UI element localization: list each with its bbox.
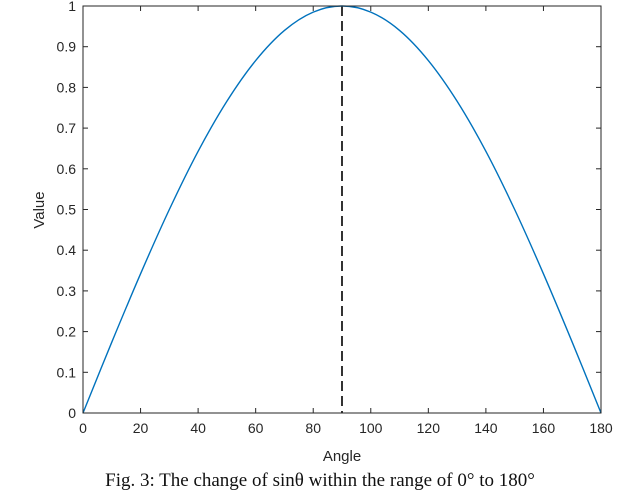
y-tick-label: 0.9 (57, 39, 77, 55)
x-tick-label: 120 (417, 420, 441, 436)
x-tick-label: 60 (248, 420, 264, 436)
x-tick-label: 0 (79, 420, 87, 436)
y-tick-label: 0.5 (57, 202, 77, 218)
x-tick-label: 140 (474, 420, 498, 436)
y-tick-label: 1 (68, 0, 76, 14)
tick-layer: 0 20 40 60 80 100 120 140 160 180 0 0.1 0.2 0.3 0.4 0.5… (57, 0, 613, 436)
x-tick-label: 180 (589, 420, 613, 436)
y-tick-label: 0 (68, 405, 76, 421)
figure-caption: Fig. 3: The change of sinθ within the ra… (105, 470, 535, 491)
y-tick-label: 0.4 (57, 242, 77, 258)
x-tick-label: 40 (190, 420, 206, 436)
x-tick-label: 20 (133, 420, 149, 436)
y-tick-label: 0.6 (57, 161, 77, 177)
y-tick-label: 0.2 (57, 324, 77, 340)
x-tick-label: 100 (359, 420, 383, 436)
y-tick-label: 0.8 (57, 79, 77, 95)
x-tick-label: 80 (305, 420, 321, 436)
x-tick-label: 160 (532, 420, 556, 436)
y-tick-label: 0.7 (57, 120, 77, 136)
y-axis-label: Value (31, 191, 48, 228)
chart: 0 20 40 60 80 100 120 140 160 180 0 0.1 0.2 0.3 0.4 0.5… (31, 0, 613, 465)
x-axis-label: Angle (323, 448, 361, 465)
y-tick-label: 0.1 (57, 364, 77, 380)
y-tick-label: 0.3 (57, 283, 77, 299)
